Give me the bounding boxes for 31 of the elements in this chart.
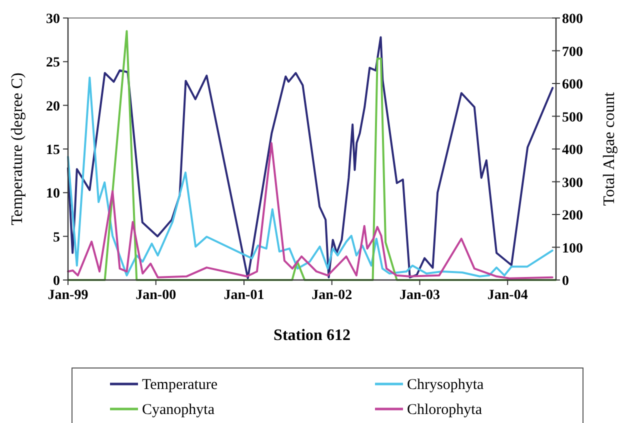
y2-tick-label: 800 bbox=[562, 12, 583, 27]
x-axis-title: Station 612 bbox=[274, 327, 350, 344]
y2-tick-label: 200 bbox=[562, 208, 583, 224]
y-tick-label: 0 bbox=[53, 274, 60, 289]
y2-tick-label: 0 bbox=[562, 274, 569, 289]
x-tick-label: Jan-99 bbox=[48, 288, 88, 303]
x-tick-label: Jan-01 bbox=[224, 288, 264, 303]
y2-tick-label: 700 bbox=[562, 44, 583, 60]
line-series bbox=[67, 142, 554, 280]
y-tick-label: 25 bbox=[46, 56, 60, 71]
x-tick-label: Jan-02 bbox=[312, 288, 352, 303]
x-tick-label: Jan-03 bbox=[400, 288, 440, 303]
y2-tick-label: 400 bbox=[562, 143, 583, 158]
x-tick-label: Jan-00 bbox=[136, 288, 176, 303]
y-tick-label: 30 bbox=[46, 12, 60, 27]
x-tick-label: Jan-04 bbox=[487, 288, 528, 303]
y-tick-label: 5 bbox=[53, 230, 60, 246]
y-tick-label: 15 bbox=[46, 143, 60, 158]
line-series bbox=[67, 76, 554, 278]
y2-tick-label: 300 bbox=[562, 176, 583, 191]
y2-tick-label: 600 bbox=[562, 78, 583, 92]
legend-label: Chrysophyta bbox=[407, 377, 484, 393]
y2-axis-title: Total Algae count bbox=[601, 92, 618, 206]
legend-label: Chlorophyta bbox=[407, 402, 482, 418]
y2-tick-label: 100 bbox=[562, 241, 583, 256]
y-axis-title: Temperature (degree C) bbox=[9, 72, 26, 226]
legend-label: Cyanophyta bbox=[142, 402, 215, 418]
y-tick-label: 10 bbox=[46, 186, 60, 202]
y2-tick-label: 500 bbox=[562, 110, 583, 126]
legend-label: Temperature bbox=[142, 377, 218, 393]
y-tick-label: 20 bbox=[46, 99, 60, 114]
